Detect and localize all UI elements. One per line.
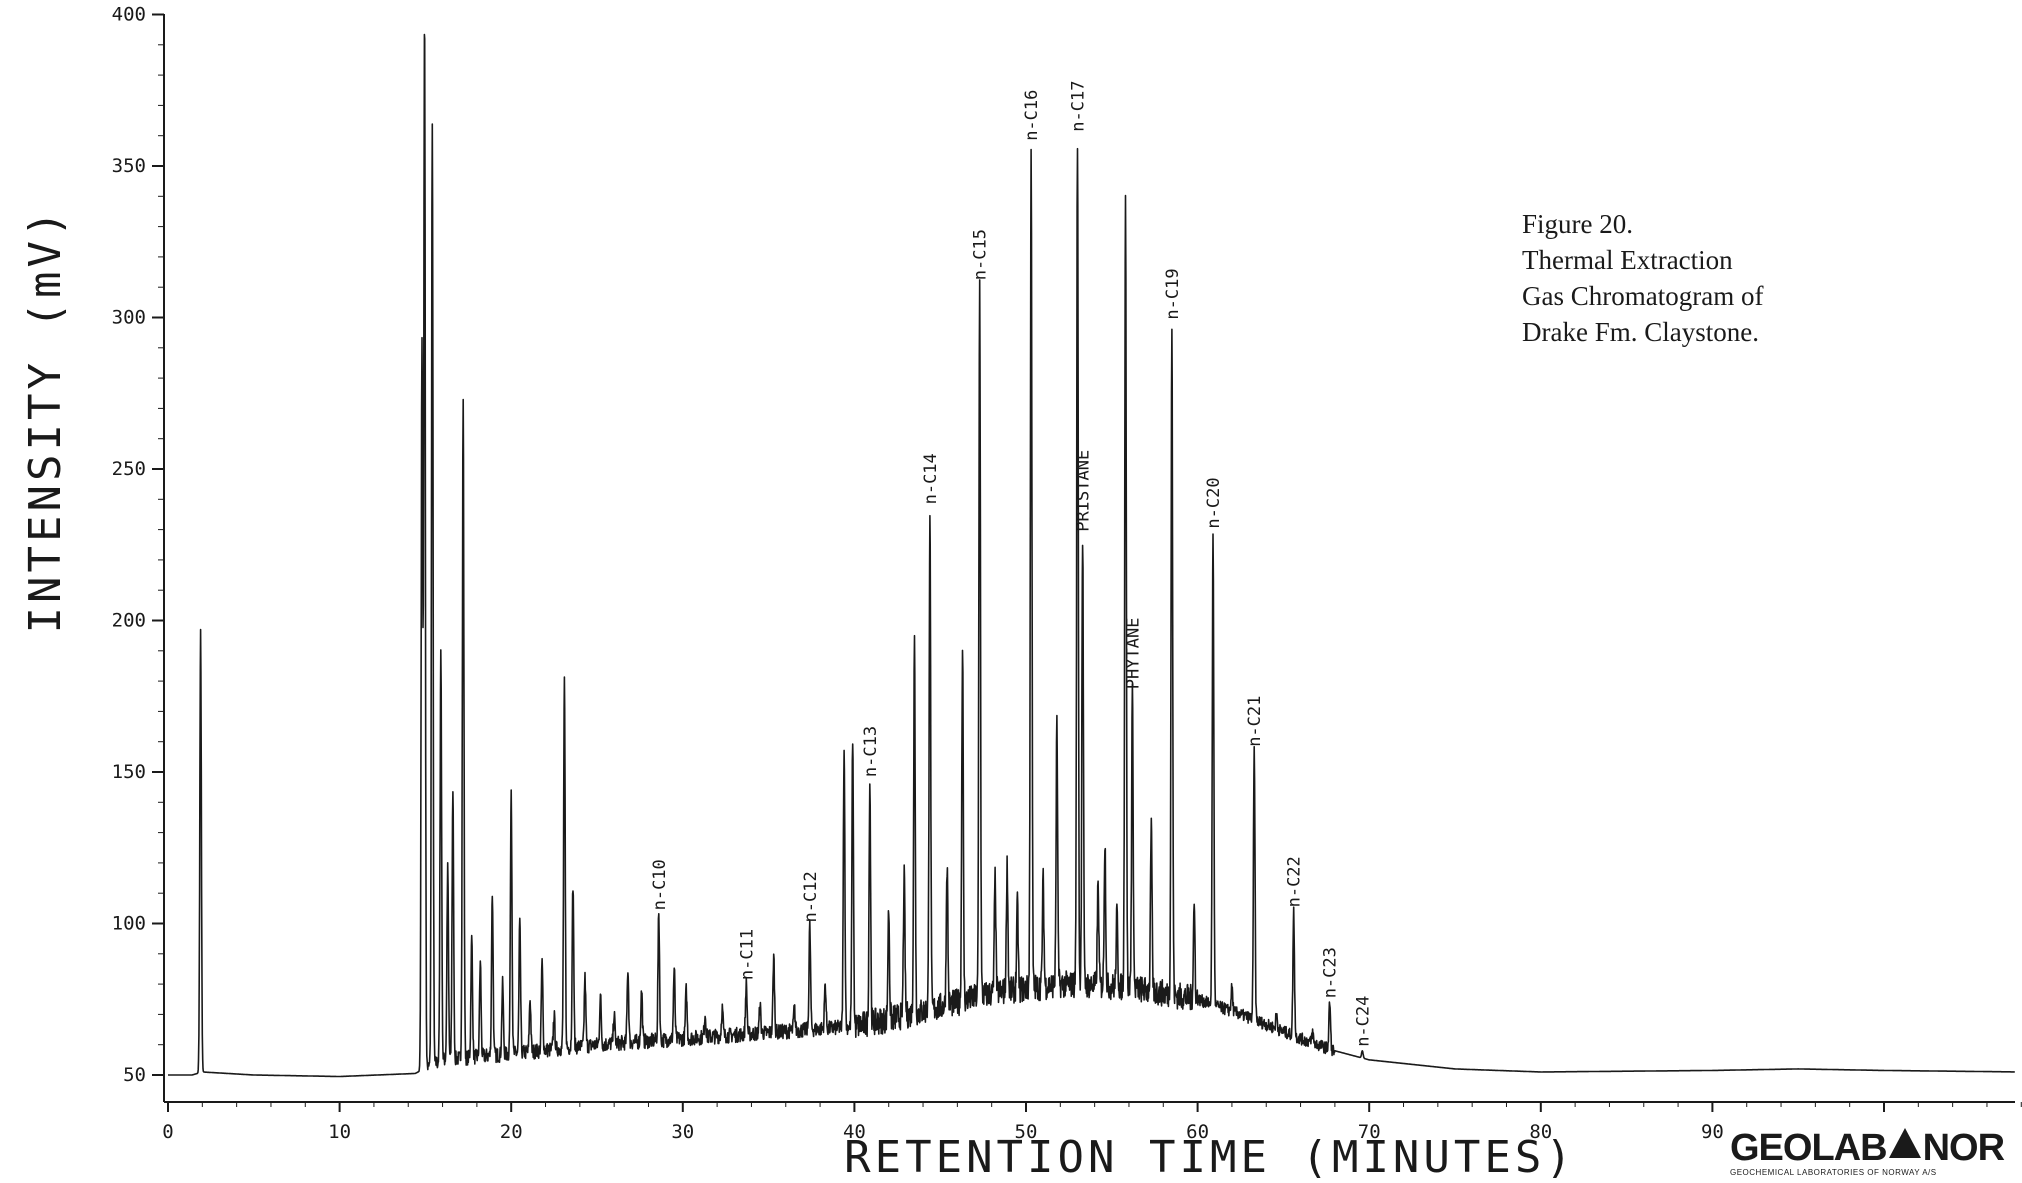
- peak-label-n-c15: n-C15: [971, 229, 991, 280]
- x-tick-label: 30: [671, 1121, 694, 1143]
- caption-line-3: Gas Chromatogram of: [1522, 281, 1764, 311]
- peak-label-pristane: PRISTANE: [1074, 450, 1094, 532]
- caption-line-1: Figure 20.: [1522, 209, 1633, 239]
- peak-label-n-c11: n-C11: [737, 929, 757, 980]
- chromatogram-trace: [167, 33, 2016, 1078]
- peak-label-n-c20: n-C20: [1204, 477, 1224, 528]
- peak-label-n-c22: n-C22: [1285, 856, 1305, 907]
- peak-labels: n-C10 n-C11 n-C12 n-C13 n-C14 n-C15 n-C16 n-C17…: [650, 81, 1374, 1047]
- x-axis-ticks: 0 10 20 30 40 50 60 70 80 90: [162, 1102, 2022, 1143]
- peak-label-n-c21: n-C21: [1245, 696, 1265, 747]
- geolab-nor-logo: GEOLAB NOR GEOCHEMICAL LABORATORIES OF NO…: [1730, 1127, 2005, 1180]
- peak-label-n-c19: n-C19: [1163, 268, 1183, 319]
- peak-label-n-c17: n-C17: [1069, 81, 1089, 132]
- y-tick-label: 350: [112, 155, 146, 177]
- x-tick-label: 0: [162, 1121, 173, 1143]
- peak-label-n-c10: n-C10: [650, 859, 670, 910]
- peak-label-n-c14: n-C14: [921, 453, 941, 504]
- peak-label-n-c13: n-C13: [861, 726, 881, 777]
- y-axis-title: INTENSITY (mV): [20, 207, 71, 634]
- x-tick-label: 90: [1701, 1121, 1724, 1143]
- logo-mountain-icon: [1888, 1128, 1921, 1158]
- figure-caption: Figure 20. Thermal Extraction Gas Chroma…: [1522, 206, 1763, 350]
- caption-line-4: Drake Fm. Claystone.: [1522, 317, 1759, 347]
- peak-label-phytane: PHYTANE: [1123, 618, 1143, 690]
- logo-text-right: NOR: [1922, 1127, 2005, 1169]
- y-tick-label: 300: [112, 307, 146, 329]
- y-tick-label: 50: [123, 1064, 146, 1086]
- x-tick-label: 50: [1015, 1121, 1038, 1143]
- peak-label-n-c24: n-C24: [1353, 996, 1373, 1047]
- y-tick-label: 150: [112, 761, 146, 783]
- peak-label-n-c12: n-C12: [801, 871, 821, 922]
- peak-label-n-c16: n-C16: [1022, 90, 1042, 141]
- y-tick-label: 400: [112, 4, 146, 26]
- peak-label-n-c23: n-C23: [1321, 947, 1341, 998]
- x-axis-title: RETENTION TIME (MINUTES): [844, 1132, 1576, 1183]
- x-tick-label: 80: [1529, 1121, 1552, 1143]
- y-tick-label: 200: [112, 610, 146, 632]
- y-axis-ticks: 50 100 150 200 250 300 350 400: [112, 4, 164, 1086]
- logo-text-left: GEOLAB: [1730, 1127, 1888, 1169]
- x-tick-label: 40: [843, 1121, 866, 1143]
- x-tick-label: 70: [1358, 1121, 1381, 1143]
- caption-line-2: Thermal Extraction: [1522, 245, 1733, 275]
- x-tick-label: 20: [500, 1121, 523, 1143]
- logo-subtitle: GEOCHEMICAL LABORATORIES OF NORWAY A/S: [1730, 1168, 1937, 1177]
- y-tick-label: 250: [112, 458, 146, 480]
- y-tick-label: 100: [112, 913, 146, 935]
- x-tick-label: 10: [328, 1121, 351, 1143]
- x-tick-label: 60: [1186, 1121, 1209, 1143]
